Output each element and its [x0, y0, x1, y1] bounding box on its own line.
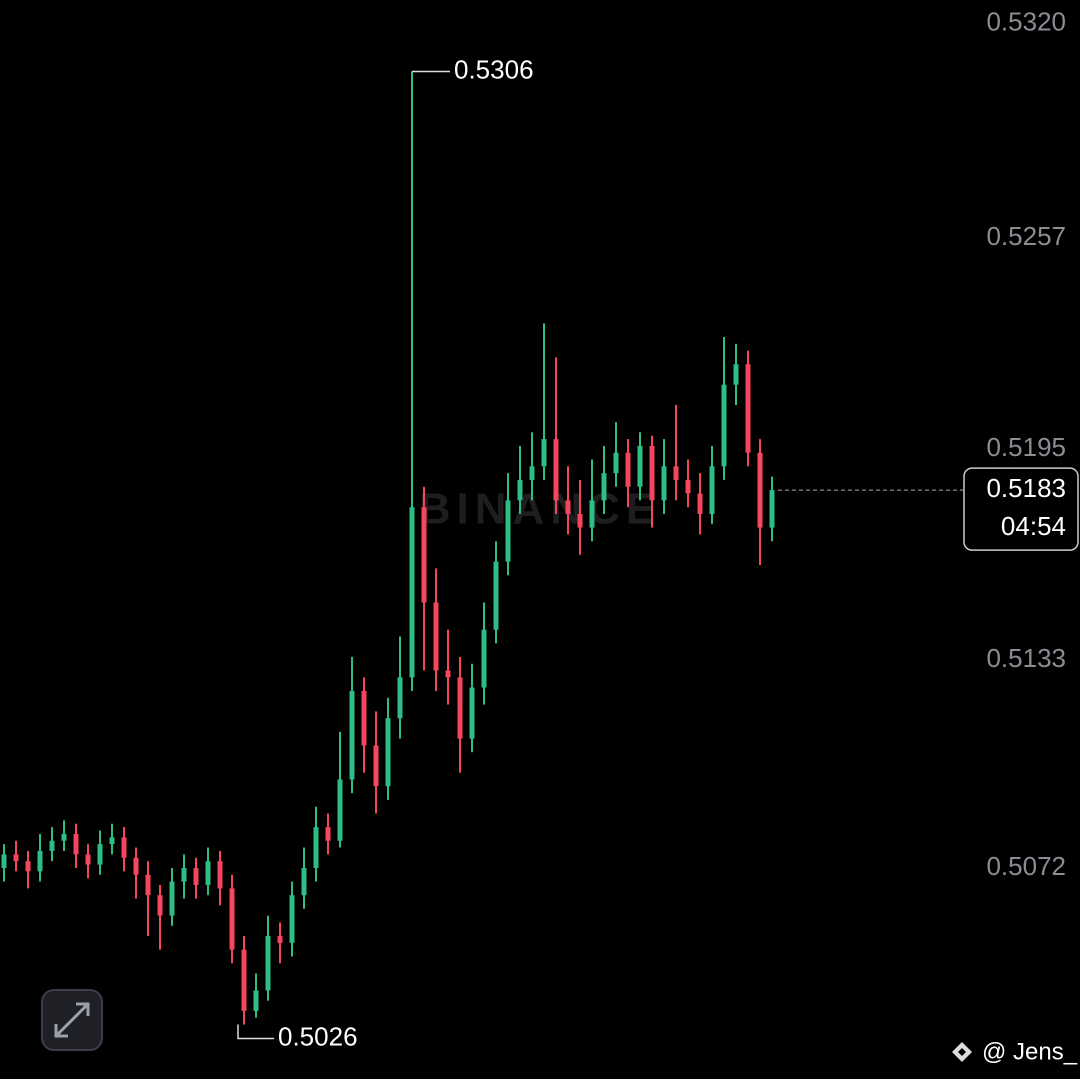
candle-body: [109, 837, 115, 845]
candle-body: [217, 861, 223, 889]
candle-body: [1, 854, 7, 868]
candle-body: [577, 513, 583, 528]
candle-body: [265, 936, 271, 991]
candle-body: [385, 718, 391, 787]
candle-body: [697, 493, 703, 514]
candle-body: [145, 874, 151, 896]
candle-body: [349, 690, 355, 780]
candle-body: [277, 936, 283, 943]
logo-icon: [952, 1042, 972, 1062]
expand-icon: [54, 1002, 90, 1038]
candle-body: [49, 840, 55, 851]
candle-body: [769, 490, 775, 528]
candle-body: [361, 690, 367, 746]
candle-body: [73, 833, 79, 855]
candle-body: [421, 507, 427, 603]
y-tick-label: 0.5072: [986, 851, 1066, 881]
candle-body: [325, 827, 331, 841]
candle-body: [721, 384, 727, 467]
candle-body: [709, 466, 715, 514]
candle-body: [193, 867, 199, 885]
candle-body: [61, 833, 67, 841]
candle-body: [169, 881, 175, 916]
author-badge: @ Jens_: [952, 1038, 1078, 1065]
candle-body: [529, 466, 535, 480]
candle-body: [121, 837, 127, 858]
candle-body: [157, 895, 163, 916]
candle-body: [745, 364, 751, 453]
candle-body: [601, 473, 607, 501]
candle-body: [469, 687, 475, 739]
candle-body: [589, 500, 595, 528]
candle-body: [757, 452, 763, 528]
candle-body: [613, 452, 619, 474]
candle-body: [313, 827, 319, 868]
candle-body: [13, 854, 19, 862]
candle-body: [289, 895, 295, 943]
y-tick-label: 0.5133: [986, 643, 1066, 673]
candle-body: [397, 677, 403, 719]
candle-body: [409, 507, 415, 678]
candle-body: [565, 500, 571, 514]
candle-body: [553, 439, 559, 501]
low-label: 0.5026: [278, 1021, 358, 1051]
candle-body: [685, 479, 691, 494]
candle-body: [481, 629, 487, 688]
candle-body: [541, 439, 547, 467]
candle-body: [301, 867, 307, 896]
candle-body: [649, 445, 655, 501]
low-pointer: [237, 1024, 274, 1040]
candle-body: [517, 479, 523, 501]
candle-body: [253, 990, 259, 1011]
candle-body: [661, 466, 667, 501]
candle-body: [433, 602, 439, 671]
y-tick-label: 0.5320: [986, 7, 1066, 37]
candle-body: [733, 364, 739, 385]
candle-body: [493, 561, 499, 630]
candle-body: [457, 677, 463, 739]
current-price: 0.5183: [986, 473, 1066, 503]
candle-body: [337, 779, 343, 841]
y-tick-label: 0.5257: [986, 221, 1066, 251]
candle-body: [85, 854, 91, 865]
expand-button[interactable]: [41, 989, 103, 1051]
y-tick-label: 0.5195: [986, 432, 1066, 462]
candle-body: [181, 867, 187, 882]
candle-body: [229, 888, 235, 950]
watermark: BINANCE: [419, 485, 661, 534]
candle-body: [625, 452, 631, 487]
candle-body: [445, 670, 451, 678]
price-box: [963, 467, 1079, 551]
candle-body: [37, 850, 43, 872]
candle-body: [205, 861, 211, 885]
candle-body: [97, 844, 103, 865]
candle-body: [637, 445, 643, 487]
candle-body: [373, 745, 379, 787]
countdown: 04:54: [1001, 511, 1066, 541]
candle-body: [241, 949, 247, 1011]
author: @ Jens_: [982, 1038, 1078, 1065]
candle-body: [505, 500, 511, 562]
candle-body: [673, 466, 679, 480]
candle-body: [133, 857, 139, 875]
high-label: 0.5306: [454, 54, 534, 84]
candle-body: [25, 861, 31, 872]
